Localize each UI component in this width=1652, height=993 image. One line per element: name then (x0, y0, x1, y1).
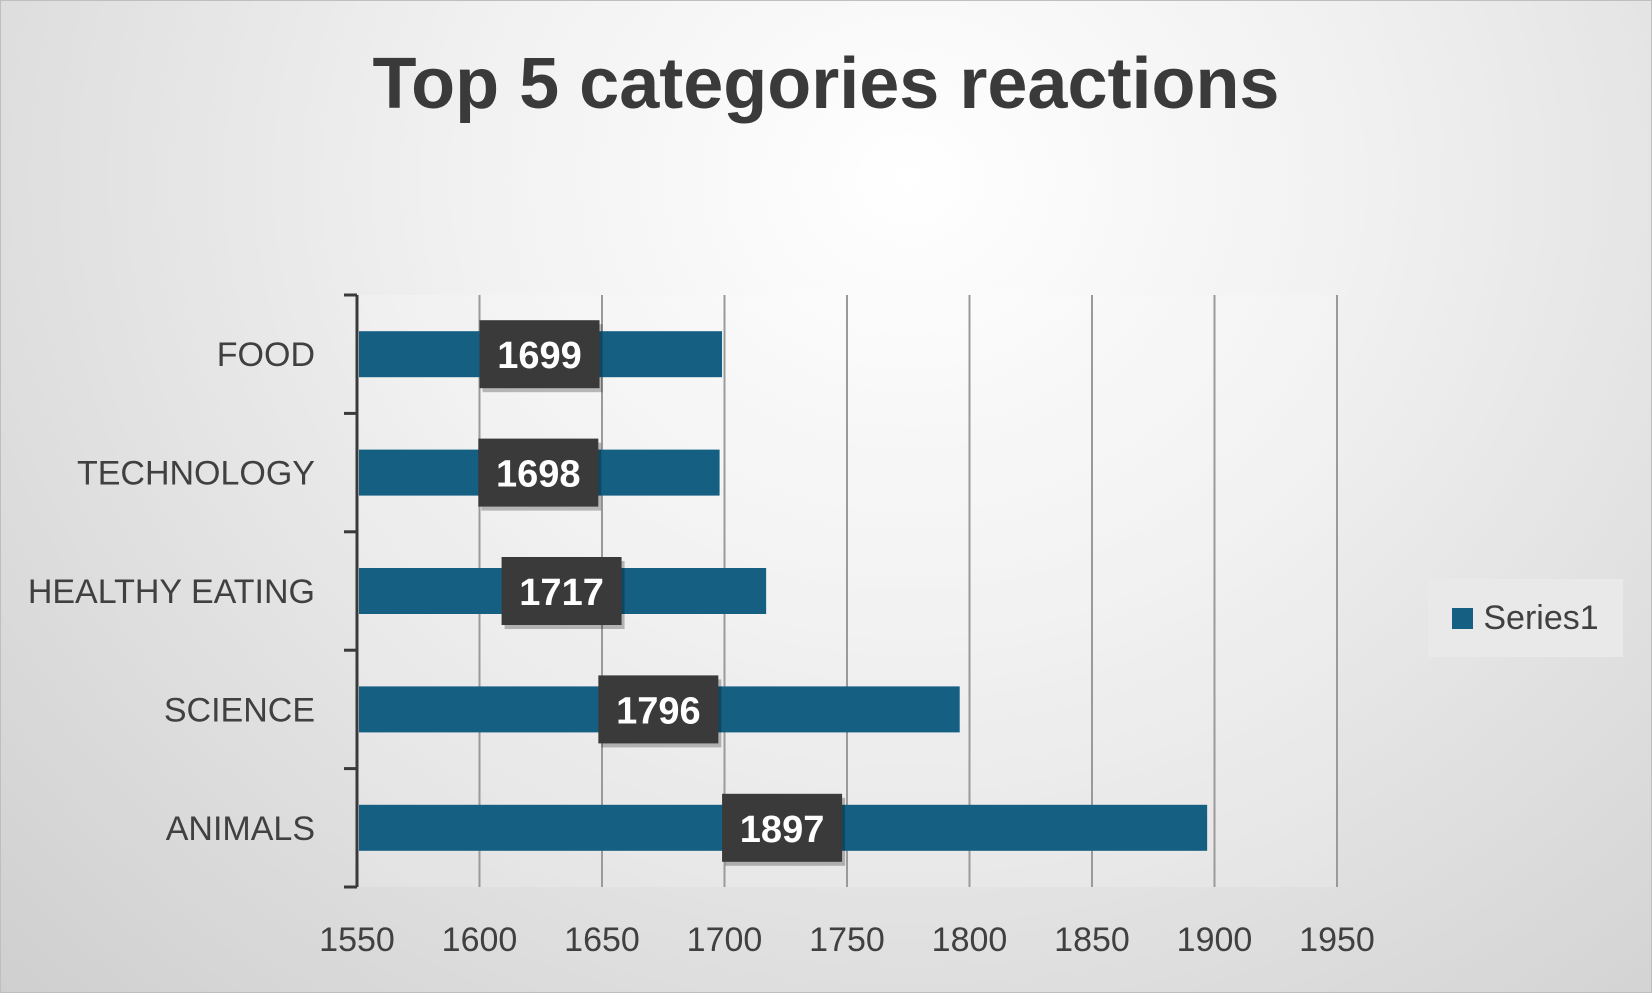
data-label-science: 1796 (616, 690, 701, 732)
data-label-animals: 1897 (740, 809, 825, 851)
x-tick-label-1550: 1550 (319, 921, 395, 959)
legend-label-series1: Series1 (1483, 598, 1599, 637)
x-tick-label-1750: 1750 (809, 921, 885, 959)
data-label-technology: 1698 (496, 454, 581, 496)
x-tick-label-1600: 1600 (442, 921, 518, 959)
data-label-box-science (598, 675, 719, 744)
x-tick-label-1800: 1800 (932, 921, 1008, 959)
data-label-food: 1699 (497, 335, 582, 377)
category-label-food: FOOD (217, 336, 315, 374)
data-label-box-technology (478, 438, 599, 507)
data-label-healthy-eating: 1717 (519, 572, 604, 614)
x-tick-label-1850: 1850 (1054, 921, 1130, 959)
chart-title: Top 5 categories reactions (372, 44, 1280, 124)
x-tick-label-1900: 1900 (1177, 921, 1253, 959)
legend-swatch-series1 (1452, 607, 1474, 629)
x-tick-label-1700: 1700 (687, 921, 763, 959)
category-label-healthy-eating: HEALTHY EATING (28, 573, 315, 611)
data-label-box-food (479, 320, 600, 389)
data-label-box-healthy-eating (501, 557, 622, 625)
legend: Series1 (1428, 579, 1623, 657)
data-label-box-animals (722, 793, 843, 862)
category-label-animals: ANIMALS (166, 810, 315, 848)
x-tick-label-1650: 1650 (564, 921, 640, 959)
category-label-technology: TECHNOLOGY (77, 455, 315, 493)
x-tick-label-1950: 1950 (1299, 921, 1375, 959)
category-label-science: SCIENCE (164, 691, 315, 729)
